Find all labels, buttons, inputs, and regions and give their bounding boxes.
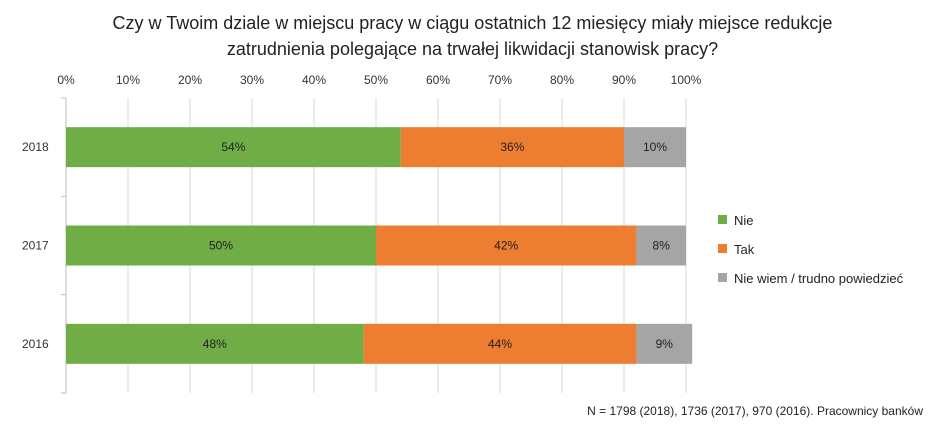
x-tick-label: 80% — [550, 73, 574, 87]
data-label: 10% — [643, 140, 667, 154]
bar-segment — [636, 225, 686, 266]
x-tick-label: 30% — [240, 73, 264, 87]
bar-segment — [363, 323, 637, 364]
data-label: 36% — [500, 140, 524, 154]
bar-segment — [66, 323, 364, 364]
data-label: 48% — [203, 337, 227, 351]
category-label: 2016 — [22, 337, 49, 351]
x-tick-label: 60% — [426, 73, 450, 87]
legend-swatch — [718, 244, 727, 253]
chart-footnote: N = 1798 (2018), 1736 (2017), 970 (2016)… — [587, 404, 923, 418]
x-tick-label: 50% — [364, 73, 388, 87]
legend-label: Nie — [734, 213, 754, 228]
legend-swatch — [718, 215, 727, 224]
category-label: 2018 — [22, 140, 49, 154]
chart-title: Czy w Twoim dziale w miejscu pracy w cią… — [0, 10, 945, 62]
category-label: 2017 — [22, 239, 49, 253]
data-label: 54% — [221, 140, 245, 154]
x-tick-label: 40% — [302, 73, 326, 87]
bar-segment — [400, 127, 624, 168]
x-tick-label: 20% — [178, 73, 202, 87]
x-tick-label: 10% — [116, 73, 140, 87]
legend-label: Tak — [734, 242, 755, 257]
bar-segment — [376, 225, 637, 266]
x-tick-label: 100% — [671, 73, 702, 87]
data-label: 42% — [494, 239, 518, 253]
x-tick-label: 90% — [612, 73, 636, 87]
data-label: 44% — [488, 337, 512, 351]
bar-segment — [636, 323, 693, 364]
bar-segment — [624, 127, 686, 168]
data-label: 50% — [209, 239, 233, 253]
bar-segment — [66, 127, 401, 168]
x-tick-label: 0% — [57, 73, 75, 87]
bar-segment — [66, 225, 376, 266]
data-label: 9% — [656, 337, 674, 351]
data-label: 8% — [653, 239, 671, 253]
legend-swatch — [718, 273, 727, 282]
legend-label: Nie wiem / trudno powiedzieć — [734, 271, 904, 286]
chart-title-line-2: zatrudnienia polegające na trwałej likwi… — [226, 39, 719, 59]
x-tick-label: 70% — [488, 73, 512, 87]
chart-title-line-1: Czy w Twoim dziale w miejscu pracy w cią… — [112, 13, 833, 33]
